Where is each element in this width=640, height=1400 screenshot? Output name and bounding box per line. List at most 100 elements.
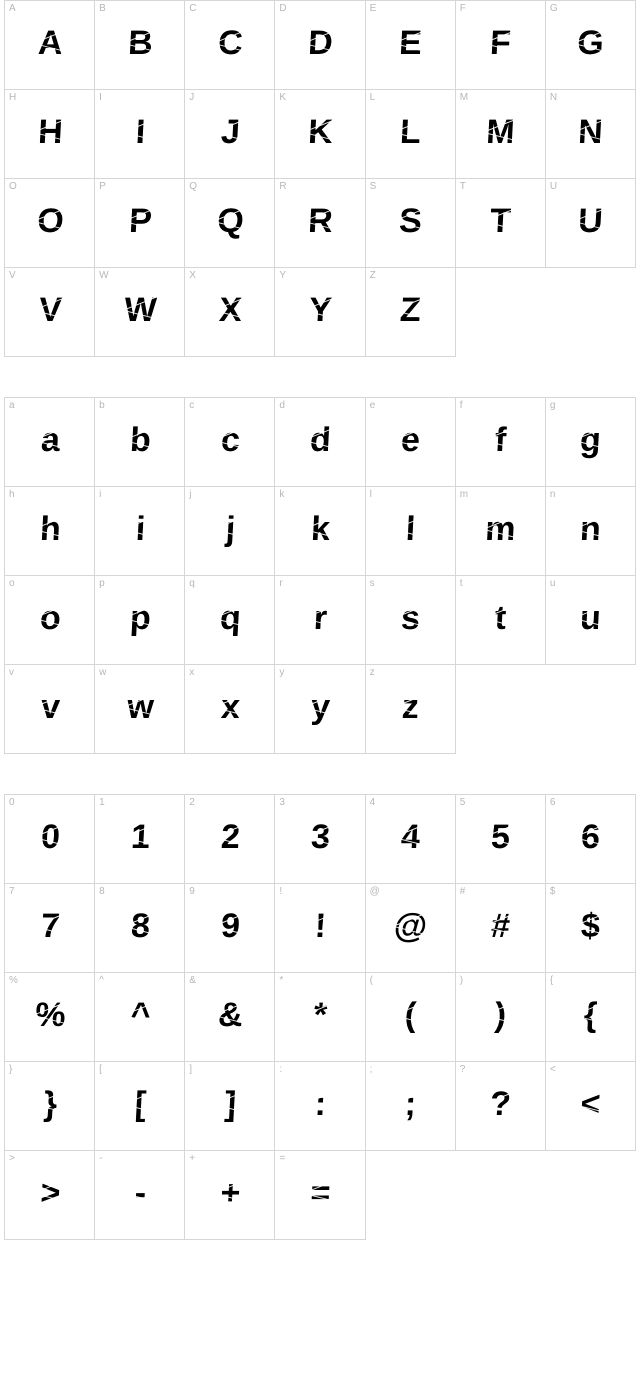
glyph-cell: uu bbox=[546, 576, 636, 665]
glyph-display: d bbox=[309, 423, 331, 457]
glyph-cell: ^^ bbox=[95, 973, 185, 1062]
glyph-label: O bbox=[9, 182, 17, 192]
glyph-cell: GG bbox=[546, 1, 636, 90]
glyph-display: P bbox=[128, 204, 151, 238]
glyph-label: $ bbox=[550, 887, 556, 897]
glyph-label: h bbox=[9, 490, 15, 500]
glyph-label: = bbox=[279, 1154, 285, 1164]
glyph-label: N bbox=[550, 93, 557, 103]
glyph-label: k bbox=[279, 490, 284, 500]
glyph-display: N bbox=[578, 115, 603, 149]
glyph-cell: hh bbox=[5, 487, 95, 576]
glyph-cell: && bbox=[185, 973, 275, 1062]
glyph-display: & bbox=[217, 998, 242, 1032]
glyph-display: @ bbox=[393, 909, 427, 943]
glyph-display: X bbox=[218, 293, 241, 327]
glyph-label: ] bbox=[189, 1065, 192, 1075]
glyph-cell: CC bbox=[185, 1, 275, 90]
glyph-display: O bbox=[36, 204, 63, 238]
glyph-label: ? bbox=[460, 1065, 466, 1075]
glyph-label: 6 bbox=[550, 798, 556, 808]
glyph-label: 0 bbox=[9, 798, 15, 808]
glyph-display: 4 bbox=[400, 820, 420, 854]
glyph-label: l bbox=[370, 490, 372, 500]
glyph-label: U bbox=[550, 182, 557, 192]
glyph-label: V bbox=[9, 271, 16, 281]
glyph-cell: xx bbox=[185, 665, 275, 754]
glyph-label: @ bbox=[370, 887, 380, 897]
glyph-cell: AA bbox=[5, 1, 95, 90]
glyph-cell: ss bbox=[366, 576, 456, 665]
glyph-label: n bbox=[550, 490, 556, 500]
glyph-label: o bbox=[9, 579, 15, 589]
empty-cell bbox=[546, 1151, 636, 1240]
empty-cell bbox=[456, 1151, 546, 1240]
glyph-label: a bbox=[9, 401, 15, 411]
glyph-display: Q bbox=[216, 204, 243, 238]
glyph-display: e bbox=[400, 423, 420, 457]
glyph-cell: SS bbox=[366, 179, 456, 268]
glyph-label: y bbox=[279, 668, 284, 678]
glyph-cell: TT bbox=[456, 179, 546, 268]
glyph-cell: cc bbox=[185, 398, 275, 487]
glyph-label: E bbox=[370, 4, 377, 14]
glyph-display: 1 bbox=[130, 820, 150, 854]
glyph-display: r bbox=[313, 601, 327, 635]
glyph-label: # bbox=[460, 887, 466, 897]
glyph-label: Y bbox=[279, 271, 286, 281]
character-map: AABBCCDDEEFFGGHHIIJJKKLLMMNNOOPPQQRRSSTT… bbox=[0, 0, 640, 1240]
glyph-label: W bbox=[99, 271, 108, 281]
glyph-display: a bbox=[40, 423, 60, 457]
glyph-cell: :: bbox=[275, 1062, 365, 1151]
glyph-display: D bbox=[307, 26, 332, 60]
glyph-cell: pp bbox=[95, 576, 185, 665]
glyph-cell: LL bbox=[366, 90, 456, 179]
glyph-label: 4 bbox=[370, 798, 376, 808]
section-lowercase: aabbccddeeffgghhiijjkkllmmnnooppqqrrsstt… bbox=[0, 397, 640, 754]
glyph-cell: DD bbox=[275, 1, 365, 90]
glyph-display: I bbox=[135, 115, 145, 149]
glyph-display: B bbox=[127, 26, 152, 60]
glyph-cell: UU bbox=[546, 179, 636, 268]
empty-cell bbox=[546, 665, 636, 754]
glyph-cell: RR bbox=[275, 179, 365, 268]
glyph-label: M bbox=[460, 93, 468, 103]
glyph-display: i bbox=[135, 512, 145, 546]
glyph-display: g bbox=[580, 423, 602, 457]
glyph-display: j bbox=[225, 512, 235, 546]
glyph-label: T bbox=[460, 182, 466, 192]
glyph-cell: {{ bbox=[546, 973, 636, 1062]
empty-cell bbox=[456, 665, 546, 754]
glyph-grid: 00112233445566778899!!@@##$$%%^^&&**(())… bbox=[4, 794, 636, 1240]
glyph-label: 2 bbox=[189, 798, 195, 808]
glyph-cell: == bbox=[275, 1151, 365, 1240]
glyph-cell: 66 bbox=[546, 795, 636, 884]
glyph-cell: XX bbox=[185, 268, 275, 357]
glyph-label: 8 bbox=[99, 887, 105, 897]
glyph-cell: VV bbox=[5, 268, 95, 357]
glyph-display: T bbox=[489, 204, 511, 238]
glyph-cell: 11 bbox=[95, 795, 185, 884]
glyph-cell: 55 bbox=[456, 795, 546, 884]
glyph-cell: mm bbox=[456, 487, 546, 576]
glyph-label: Z bbox=[370, 271, 376, 281]
glyph-display: $ bbox=[581, 909, 601, 943]
glyph-display: 2 bbox=[220, 820, 240, 854]
glyph-display: < bbox=[580, 1087, 601, 1121]
glyph-cell: $$ bbox=[546, 884, 636, 973]
glyph-label: ! bbox=[279, 887, 282, 897]
glyph-label: S bbox=[370, 182, 377, 192]
glyph-cell: 99 bbox=[185, 884, 275, 973]
glyph-cell: -- bbox=[95, 1151, 185, 1240]
glyph-cell: FF bbox=[456, 1, 546, 90]
glyph-label: - bbox=[99, 1154, 102, 1164]
glyph-label: u bbox=[550, 579, 556, 589]
glyph-display: 8 bbox=[130, 909, 150, 943]
glyph-display: : bbox=[314, 1087, 326, 1121]
glyph-label: & bbox=[189, 976, 196, 986]
glyph-label: x bbox=[189, 668, 194, 678]
glyph-display: S bbox=[398, 204, 421, 238]
glyph-display: G bbox=[577, 26, 604, 60]
glyph-cell: gg bbox=[546, 398, 636, 487]
glyph-label: p bbox=[99, 579, 105, 589]
